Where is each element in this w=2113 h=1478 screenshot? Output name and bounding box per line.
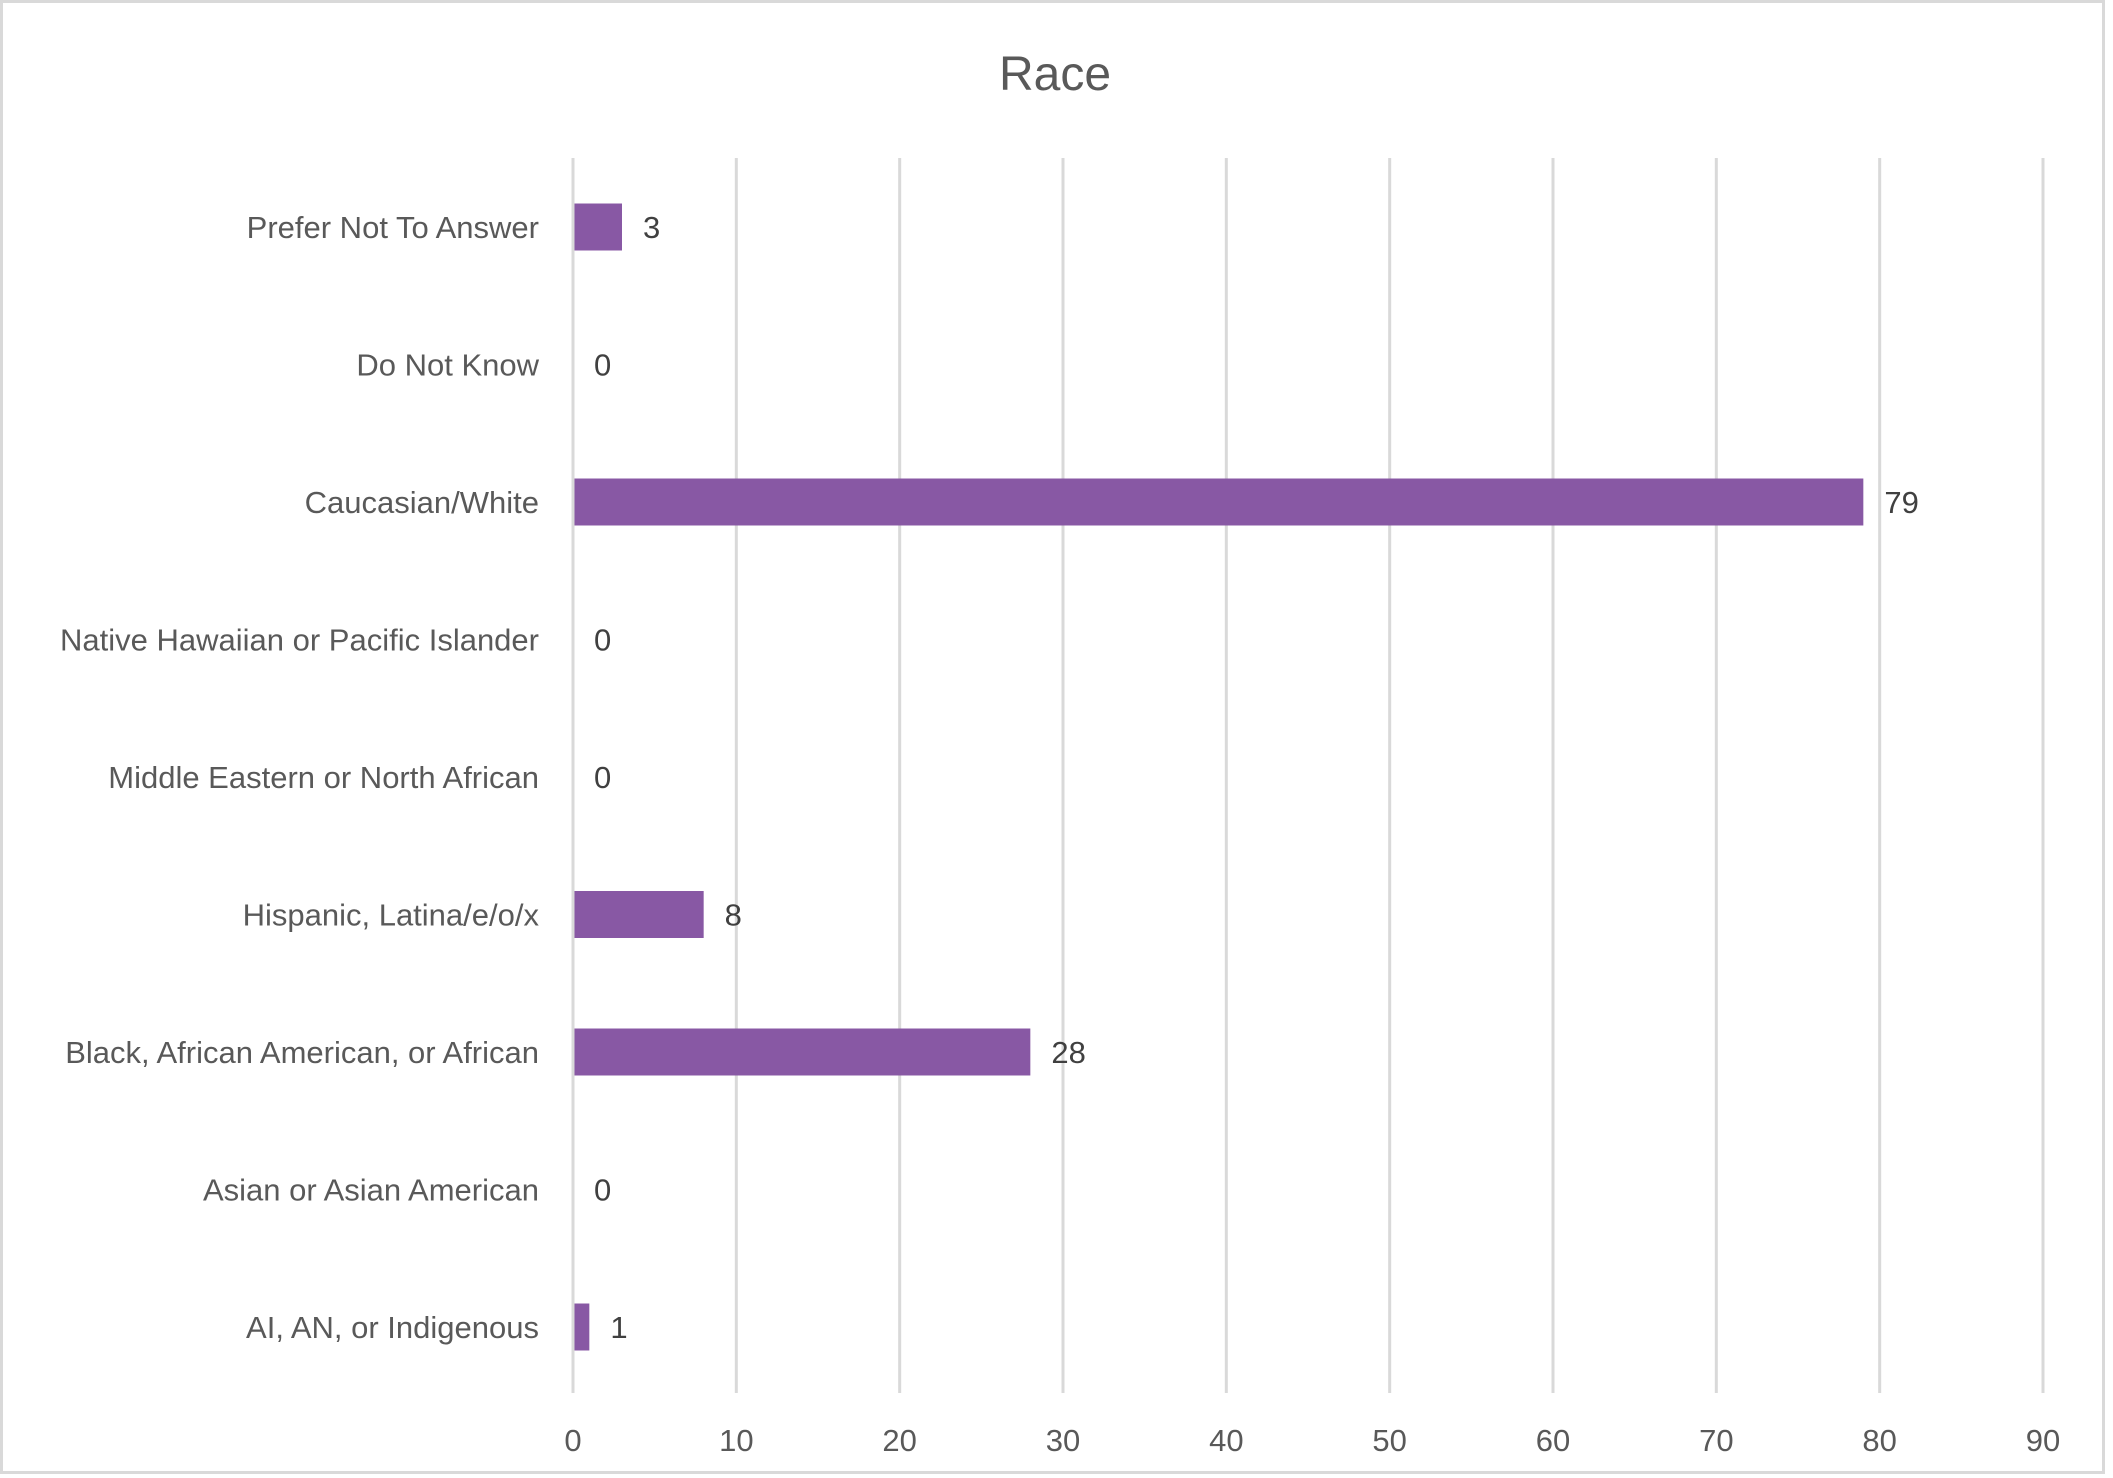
chart-title: Race <box>999 48 1111 101</box>
bar <box>574 1303 590 1351</box>
data-label: 0 <box>594 623 611 658</box>
bar <box>574 478 1864 526</box>
x-tick-label: 0 <box>564 1423 581 1458</box>
x-axis-ticks: 0 10 20 30 40 50 60 70 80 90 <box>564 1423 2060 1458</box>
category-labels: Prefer Not To Answer Do Not Know Caucasian… <box>60 210 540 1345</box>
data-label: 1 <box>610 1310 627 1345</box>
bar <box>574 203 622 251</box>
bars <box>574 203 1864 1351</box>
data-label: 0 <box>594 760 611 795</box>
data-label: 0 <box>594 1173 611 1208</box>
x-tick-label: 90 <box>2026 1423 2060 1458</box>
category-label: Do Not Know <box>356 348 539 383</box>
category-label: Hispanic, Latina/e/o/x <box>243 898 540 933</box>
race-bar-chart: Race Prefer Not To Answer Do Not Know Cauc… <box>60 48 2060 1458</box>
x-tick-label: 50 <box>1372 1423 1406 1458</box>
x-tick-label: 30 <box>1046 1423 1080 1458</box>
x-tick-label: 10 <box>719 1423 753 1458</box>
category-label: Asian or Asian American <box>203 1173 539 1208</box>
category-label: AI, AN, or Indigenous <box>246 1310 539 1345</box>
data-label: 28 <box>1051 1035 1085 1070</box>
x-tick-label: 20 <box>882 1423 916 1458</box>
bar <box>574 891 704 938</box>
bar <box>574 1028 1031 1076</box>
category-label: Black, African American, or African <box>65 1035 539 1070</box>
category-label: Caucasian/White <box>305 485 539 520</box>
gridlines <box>571 158 2045 1393</box>
data-labels: 3 0 79 0 0 8 28 0 1 <box>594 210 1919 1345</box>
x-tick-label: 80 <box>1862 1423 1896 1458</box>
data-label: 0 <box>594 348 611 383</box>
data-label: 3 <box>643 210 660 245</box>
x-tick-label: 40 <box>1209 1423 1243 1458</box>
category-label: Native Hawaiian or Pacific Islander <box>60 623 539 658</box>
category-label: Prefer Not To Answer <box>247 210 539 245</box>
data-label: 8 <box>725 898 742 933</box>
category-label: Middle Eastern or North African <box>108 760 539 795</box>
x-tick-label: 60 <box>1536 1423 1570 1458</box>
data-label: 79 <box>1884 485 1918 520</box>
x-tick-label: 70 <box>1699 1423 1733 1458</box>
